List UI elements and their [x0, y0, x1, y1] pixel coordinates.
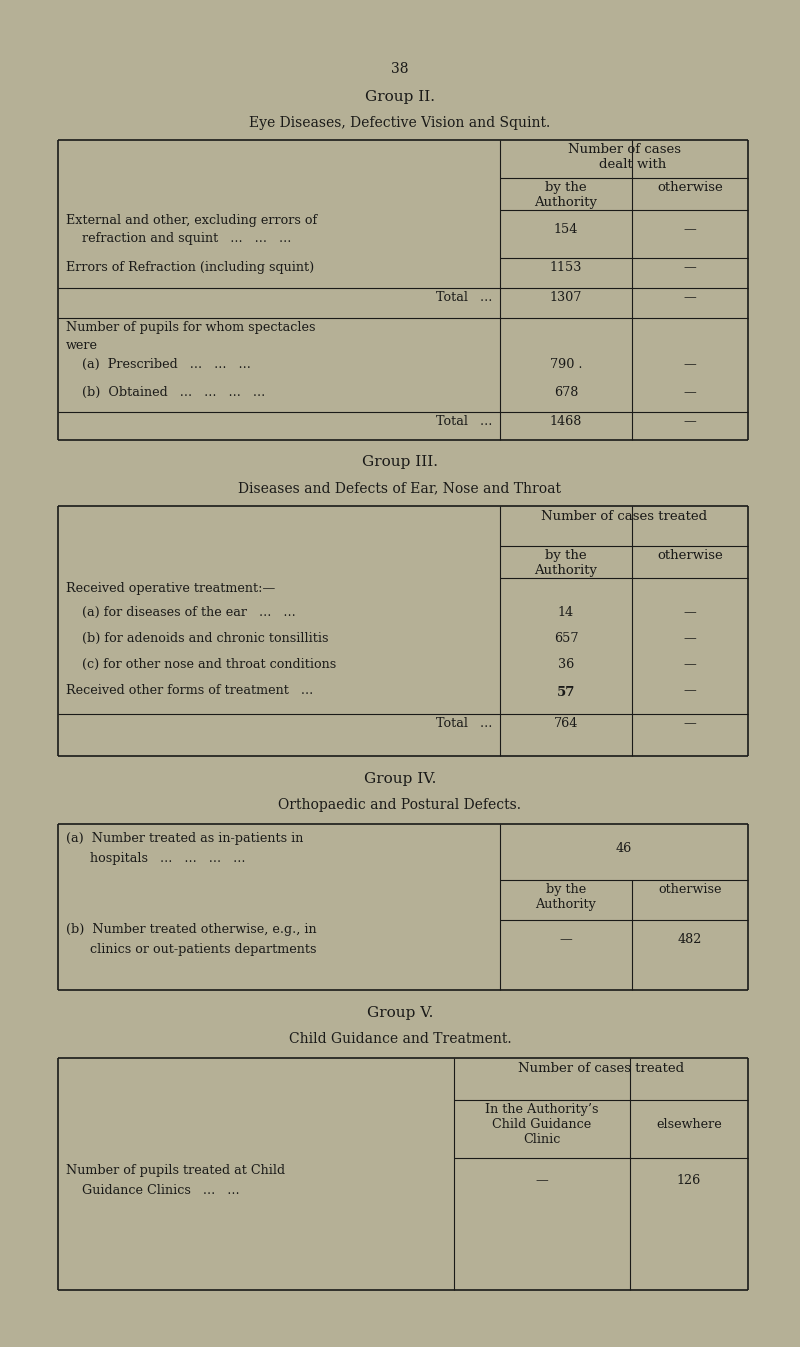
Text: External and other, excluding errors of: External and other, excluding errors of [66, 214, 318, 228]
Text: hospitals   ...   ...   ...   ...: hospitals ... ... ... ... [66, 853, 246, 865]
Text: 1307: 1307 [550, 291, 582, 304]
Text: Number of pupils for whom spectacles: Number of pupils for whom spectacles [66, 321, 315, 334]
Text: 36: 36 [558, 657, 574, 671]
Text: 154: 154 [554, 224, 578, 236]
Text: by the
Authority: by the Authority [534, 180, 598, 209]
Text: 14: 14 [558, 606, 574, 620]
Text: —: — [536, 1175, 548, 1187]
Text: Received other forms of treatment   ...: Received other forms of treatment ... [66, 684, 314, 696]
Text: (a) for diseases of the ear   ...   ...: (a) for diseases of the ear ... ... [66, 606, 296, 620]
Text: Number of cases treated: Number of cases treated [518, 1061, 684, 1075]
Text: Child Guidance and Treatment.: Child Guidance and Treatment. [289, 1032, 511, 1047]
Text: (a)  Number treated as in-patients in: (a) Number treated as in-patients in [66, 832, 303, 845]
Text: 657: 657 [554, 632, 578, 645]
Text: by the
Authority: by the Authority [535, 884, 597, 911]
Text: —: — [684, 684, 696, 696]
Text: otherwise: otherwise [657, 180, 723, 194]
Text: 46: 46 [616, 842, 632, 855]
Text: —: — [560, 933, 572, 946]
Text: Group V.: Group V. [367, 1006, 433, 1020]
Text: were: were [66, 339, 98, 352]
Text: Group II.: Group II. [365, 90, 435, 104]
Text: (c) for other nose and throat conditions: (c) for other nose and throat conditions [66, 657, 336, 671]
Text: Eye Diseases, Defective Vision and Squint.: Eye Diseases, Defective Vision and Squin… [250, 116, 550, 131]
Text: —: — [684, 606, 696, 620]
Text: Received operative treatment:—: Received operative treatment:— [66, 582, 275, 595]
Text: —: — [684, 224, 696, 236]
Text: Diseases and Defects of Ear, Nose and Throat: Diseases and Defects of Ear, Nose and Th… [238, 481, 562, 494]
Text: —: — [684, 291, 696, 304]
Text: (b)  Obtained   ...   ...   ...   ...: (b) Obtained ... ... ... ... [66, 387, 266, 399]
Text: 1468: 1468 [550, 415, 582, 428]
Text: 38: 38 [391, 62, 409, 75]
Text: Orthopaedic and Postural Defects.: Orthopaedic and Postural Defects. [278, 797, 522, 812]
Text: Number of cases treated: Number of cases treated [541, 511, 707, 523]
Text: —: — [684, 261, 696, 273]
Text: —: — [684, 415, 696, 428]
Text: 57: 57 [557, 686, 575, 699]
Text: Guidance Clinics   ...   ...: Guidance Clinics ... ... [66, 1184, 240, 1197]
Text: 126: 126 [677, 1175, 701, 1187]
Text: otherwise: otherwise [657, 550, 723, 562]
Text: Group IV.: Group IV. [364, 772, 436, 787]
Text: (a)  Prescribed   ...   ...   ...: (a) Prescribed ... ... ... [66, 358, 251, 370]
Text: (b) for adenoids and chronic tonsillitis: (b) for adenoids and chronic tonsillitis [66, 632, 329, 645]
Text: Number of pupils treated at Child: Number of pupils treated at Child [66, 1164, 285, 1177]
Text: —: — [684, 632, 696, 645]
Text: elsewhere: elsewhere [656, 1118, 722, 1131]
Text: 678: 678 [554, 387, 578, 399]
Text: Total   ...: Total ... [436, 291, 492, 304]
Text: 1153: 1153 [550, 261, 582, 273]
Text: otherwise: otherwise [658, 884, 722, 896]
Text: Number of cases
    dealt with: Number of cases dealt with [567, 143, 681, 171]
Text: —: — [684, 657, 696, 671]
Text: 790 .: 790 . [550, 358, 582, 370]
Text: 764: 764 [554, 717, 578, 730]
Text: —: — [684, 387, 696, 399]
Text: Group III.: Group III. [362, 455, 438, 469]
Text: (b)  Number treated otherwise, e.g., in: (b) Number treated otherwise, e.g., in [66, 923, 317, 936]
Text: clinics or out-patients departments: clinics or out-patients departments [66, 943, 317, 956]
Text: Errors of Refraction (including squint): Errors of Refraction (including squint) [66, 261, 314, 273]
Text: 482: 482 [678, 933, 702, 946]
Text: —: — [684, 358, 696, 370]
Text: —: — [684, 717, 696, 730]
Text: refraction and squint   ...   ...   ...: refraction and squint ... ... ... [66, 232, 291, 245]
Text: Total   ...: Total ... [436, 717, 492, 730]
Text: In the Authority’s
Child Guidance
Clinic: In the Authority’s Child Guidance Clinic [486, 1103, 598, 1146]
Text: by the
Authority: by the Authority [534, 550, 598, 577]
Text: Total   ...: Total ... [436, 415, 492, 428]
